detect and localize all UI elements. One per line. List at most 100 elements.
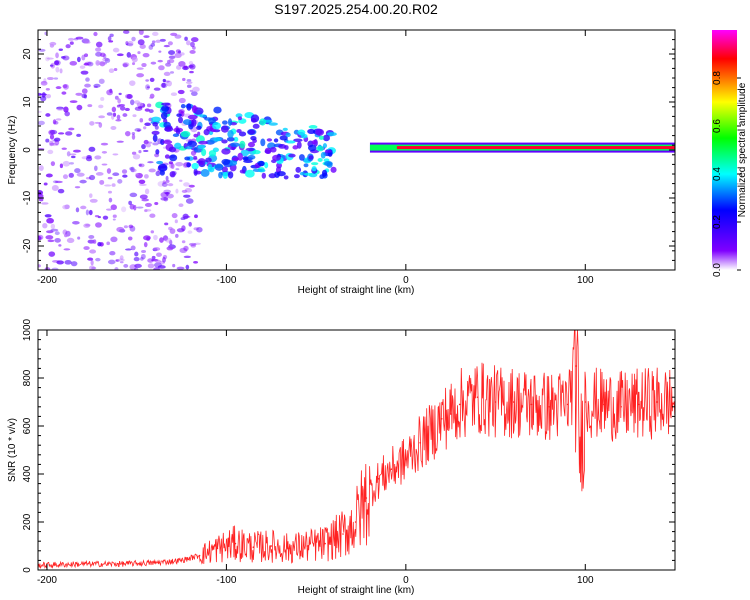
spectrogram-blob xyxy=(186,162,191,168)
spectrogram-noise-cell xyxy=(178,61,186,67)
spectrogram-noise-cell xyxy=(95,172,104,176)
spectrogram-noise-cell xyxy=(76,56,81,63)
snr-data-point xyxy=(252,546,255,548)
spectrogram-blob xyxy=(239,140,246,149)
spectrogram-blob xyxy=(237,116,243,121)
spectrogram-noise-cell xyxy=(131,151,137,155)
spectrogram-noise-cell xyxy=(157,59,163,63)
spectrogram-blob xyxy=(227,130,234,138)
spectrogram-noise-cell xyxy=(130,245,136,251)
spectrogram-blob xyxy=(184,156,191,161)
spectrogram-noise-cell xyxy=(114,95,119,100)
spectrogram-noise-cell xyxy=(110,204,117,211)
spectrogram-blob xyxy=(162,140,173,144)
snr-data-point xyxy=(449,413,452,415)
spectrogram-noise-cell xyxy=(62,160,70,167)
spectrogram-noise-cell xyxy=(69,162,74,165)
spectrogram-noise-cell xyxy=(137,129,141,132)
spectrogram-noise-cell xyxy=(46,230,54,234)
snr-data-point xyxy=(234,542,237,545)
spectrogram-noise-cell xyxy=(166,246,174,251)
spectrogram-noise-cell xyxy=(49,129,58,135)
snr-data-point xyxy=(638,403,640,406)
spectrogram-noise-cell xyxy=(168,55,176,59)
spectrogram-blob xyxy=(221,158,231,165)
spectrogram-noise-cell xyxy=(132,114,137,118)
spectrogram-blob xyxy=(276,171,286,177)
spectrogram-noise-cell xyxy=(143,35,150,39)
spectrogram-blob xyxy=(284,145,289,150)
spectrogram-noise-cell xyxy=(143,149,149,153)
spectrogram-blob xyxy=(239,169,246,174)
spectrogram-noise-cell xyxy=(53,77,59,80)
spectrogram-noise-cell xyxy=(86,61,94,67)
spectrogram-noise-cell xyxy=(76,104,83,111)
spectrogram-noise-cell xyxy=(84,53,89,58)
spectrogram-noise-cell xyxy=(169,228,176,234)
figure-title: S197.2025.254.00.20.R02 xyxy=(274,1,438,17)
spectrogram-noise-cell xyxy=(64,259,72,265)
spectrogram-noise-cell xyxy=(62,204,69,210)
spectrogram-noise-cell xyxy=(162,78,166,83)
spectrogram-noise-cell xyxy=(43,78,47,83)
spectrogram-noise-cell xyxy=(84,41,91,44)
spectrogram-noise-cell xyxy=(152,31,159,36)
snr-data-point xyxy=(306,545,308,547)
spectrogram-noise-cell xyxy=(167,183,174,187)
spectrogram-noise-cell xyxy=(54,180,63,184)
spectrogram-blob xyxy=(159,170,165,176)
spectrogram-blob xyxy=(318,135,325,140)
y-tick-label: -20 xyxy=(22,238,33,253)
spectrogram-noise-cell xyxy=(104,184,112,187)
snr-data-point xyxy=(620,406,622,408)
spectrogram-noise-cell xyxy=(95,60,100,66)
spectrogram-noise-cell xyxy=(127,40,134,47)
spectrogram-noise-cell xyxy=(118,103,126,107)
spectrogram-blob xyxy=(299,171,305,176)
spectrogram-blob xyxy=(330,166,337,173)
spectrogram-noise-cell xyxy=(149,93,155,99)
spectrogram-noise-cell xyxy=(94,155,102,160)
spectrogram-noise-cell xyxy=(71,155,76,159)
spectrogram-blob xyxy=(285,140,296,144)
spectrogram-noise-cell xyxy=(89,249,97,254)
spectrogram-blob xyxy=(160,111,168,120)
spectrogram-noise-cell xyxy=(141,143,146,150)
spectrogram-noise-cell xyxy=(188,221,192,227)
spectrogram-noise-cell xyxy=(110,236,118,243)
y-tick-label: -10 xyxy=(22,190,33,205)
spectrogram-noise-cell xyxy=(166,80,172,87)
spectrogram-blob xyxy=(296,141,302,149)
spectrogram-noise-cell xyxy=(95,47,102,52)
spectrogram-noise-cell xyxy=(139,194,148,200)
spectrogram-noise-cell xyxy=(46,76,54,81)
spectrogram-noise-cell xyxy=(164,237,172,243)
snr-plot-area xyxy=(38,330,675,570)
spectrogram-noise-cell xyxy=(155,170,161,177)
spectrogram-noise-cell xyxy=(188,60,194,66)
spectrogram-noise-cell xyxy=(175,168,180,171)
spectrogram-noise-cell xyxy=(106,241,111,246)
spectrogram-noise-cell xyxy=(56,106,64,110)
spectrogram-noise-cell xyxy=(81,88,88,94)
spectrogram-blob xyxy=(324,149,332,153)
spectrogram-blob xyxy=(208,150,217,157)
spectrogram-noise-cell xyxy=(49,134,55,140)
spectrogram-noise-cell xyxy=(57,188,65,194)
spectrogram-blob xyxy=(198,140,209,145)
spectrogram-noise-cell xyxy=(69,41,74,45)
spectrogram-noise-cell xyxy=(132,153,141,160)
x-tick-label: -200 xyxy=(37,575,57,586)
spectrogram-blob xyxy=(161,102,171,106)
spectrogram-noise-cell xyxy=(62,174,69,180)
spectrogram-noise-cell xyxy=(126,52,132,58)
spectrogram-blob xyxy=(175,128,181,135)
spectrogram-blob xyxy=(226,136,235,142)
spectrogram-noise-cell xyxy=(121,206,127,213)
spectrogram-noise-cell xyxy=(122,62,130,67)
spectrogram-noise-cell xyxy=(55,66,60,73)
snr-data-point xyxy=(512,401,515,403)
spectrogram-noise-cell xyxy=(160,197,168,201)
spectrogram-noise-cell xyxy=(135,172,143,179)
